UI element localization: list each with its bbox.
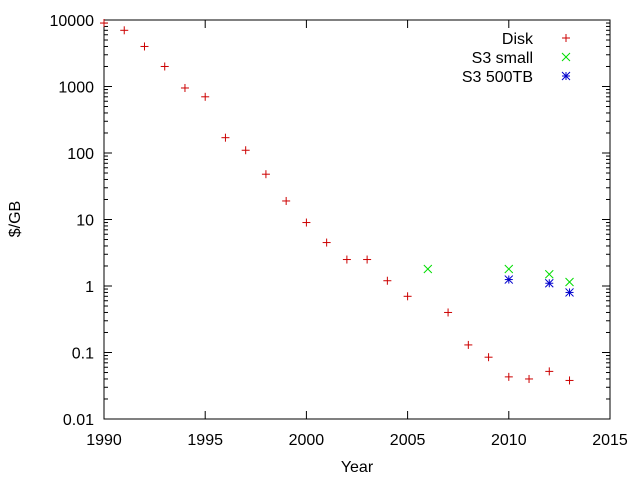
marker-stroke	[504, 264, 514, 274]
data-point-disk	[140, 42, 149, 51]
x-tick-label: 2005	[390, 432, 426, 449]
data-point-s3-small	[423, 264, 433, 274]
y-tick-label: 1	[85, 279, 94, 296]
data-point-disk	[322, 238, 331, 247]
x-tick-label: 2010	[491, 432, 527, 449]
marker-stroke	[565, 288, 574, 297]
y-tick-label: 10	[76, 213, 94, 230]
axes-layer: 1990 1995 2000 2005 2010 2015 0.01 0.1 1 10 100 100…	[50, 13, 628, 449]
data-point-s3-500tb	[565, 288, 574, 297]
data-point-s3-small	[504, 264, 514, 274]
legend-marker	[561, 52, 571, 62]
data-point-disk	[261, 170, 270, 179]
marker-stroke	[561, 71, 571, 81]
data-point-s3-500tb	[504, 275, 514, 284]
data-point-disk	[444, 308, 453, 317]
x-tick-label: 2015	[592, 432, 628, 449]
data-point-disk	[504, 372, 513, 381]
data-point-disk	[363, 255, 372, 264]
marker-stroke	[504, 275, 514, 284]
data-point-disk	[342, 255, 351, 264]
data-point-disk	[464, 340, 473, 349]
data-point-disk	[525, 374, 534, 383]
data-point-disk	[241, 146, 250, 155]
legend-marker	[562, 34, 570, 42]
data-point-s3-small	[544, 269, 554, 279]
y-tick-label: 1000	[58, 80, 94, 97]
marker-stroke	[544, 269, 554, 279]
data-point-disk	[180, 83, 189, 92]
points-layer	[100, 19, 574, 385]
data-point-disk	[120, 26, 129, 35]
legend: Disk S3 small S3 500TB	[462, 31, 571, 86]
legend-marker	[561, 71, 571, 81]
marker-stroke	[561, 52, 571, 62]
data-point-disk	[221, 133, 230, 142]
y-tick-label: 0.1	[72, 346, 94, 363]
data-point-disk	[282, 196, 291, 205]
x-tick-label: 1990	[86, 432, 122, 449]
data-point-disk	[545, 367, 554, 376]
legend-label: S3 small	[472, 50, 533, 67]
data-point-s3-small	[565, 277, 574, 287]
y-tick-label: 0.01	[63, 412, 94, 429]
x-tick-label: 2000	[289, 432, 325, 449]
data-point-disk	[484, 353, 493, 362]
marker-stroke	[544, 278, 554, 288]
y-tick-label: 10000	[50, 13, 95, 30]
y-tick-label: 100	[67, 146, 94, 163]
data-point-disk	[383, 276, 392, 285]
marker-stroke	[423, 264, 433, 274]
data-point-disk	[201, 92, 210, 101]
data-point-disk	[403, 292, 412, 301]
x-tick-label: 1995	[187, 432, 223, 449]
legend-label: S3 500TB	[462, 69, 533, 86]
x-axis-label: Year	[341, 459, 374, 476]
data-point-disk	[565, 376, 574, 385]
data-point-disk	[160, 62, 169, 71]
marker-stroke	[565, 277, 574, 287]
data-point-s3-500tb	[544, 278, 554, 288]
data-point-disk	[302, 218, 311, 227]
y-axis-label: $/GB	[7, 201, 24, 237]
data-point-disk	[100, 19, 108, 28]
plot-frame	[103, 19, 611, 420]
legend-label: Disk	[502, 31, 534, 48]
